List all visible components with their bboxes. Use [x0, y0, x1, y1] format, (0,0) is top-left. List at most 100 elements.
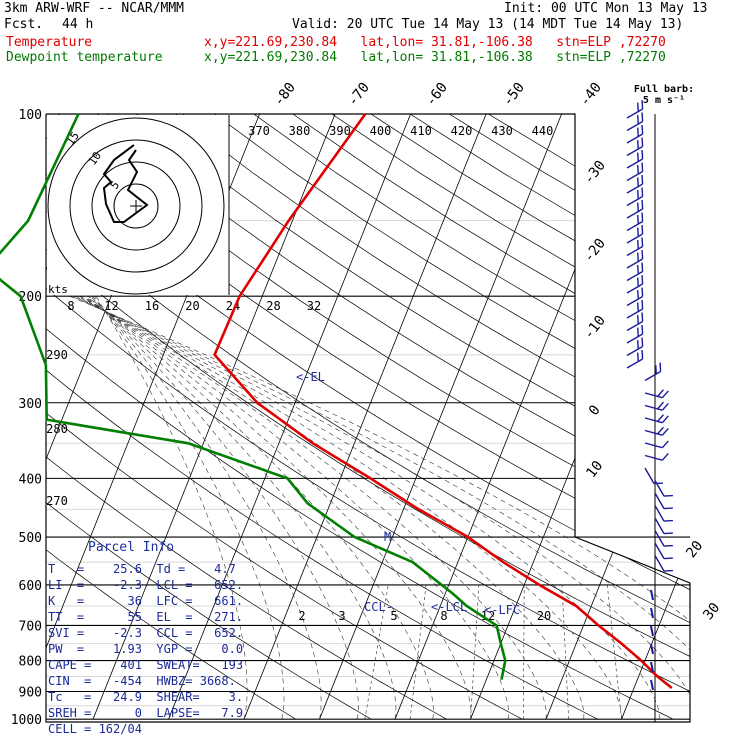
wind-barb-calm: [650, 661, 654, 673]
wind-barb: [644, 389, 669, 399]
sounding-annotation: CCL-: [364, 600, 393, 614]
isotherm-label: 10: [583, 458, 606, 481]
sounding-annotation: <-LCL: [431, 600, 467, 614]
isotherm-label: -30: [581, 158, 609, 188]
wind-barb: [626, 337, 644, 357]
wind-barb-calm: [650, 625, 654, 637]
dry-adiabat: [136, 114, 690, 720]
wind-barb: [626, 162, 644, 182]
dry-adiabat: [331, 114, 690, 720]
mixing-ratio-line: [364, 584, 389, 720]
isotherm-line: [319, 114, 562, 720]
wind-barb: [654, 480, 673, 497]
dry-adiabat: [46, 114, 690, 720]
parcel-info-row: T = 25.6 Td = 4.7: [48, 562, 236, 576]
forecast-label: Fcst.: [4, 17, 44, 32]
isotherm-label: 0: [586, 402, 604, 418]
wind-speed-label: 16: [145, 299, 159, 313]
moist-adiabat: [80, 295, 547, 720]
wind-barb: [644, 362, 662, 382]
theta-side-label: 270: [46, 494, 68, 508]
parcel-info-row: CAPE = 401 SWEAT= 193: [48, 658, 244, 672]
dewpoint-location: x,y=221.69,230.84 lat,lon= 31.81,-106.38…: [204, 50, 666, 65]
isotherm-label: -40: [577, 80, 605, 110]
parcel-info-row: SREH = 0 LAPSE= 7.9: [48, 706, 244, 720]
moist-adiabat: [84, 295, 472, 720]
hodograph-ring: [69, 139, 203, 273]
wind-barb: [644, 426, 669, 436]
hodograph-ring: [91, 161, 181, 251]
isotherm-label: -20: [581, 236, 609, 266]
isotherm-label: -80: [271, 80, 299, 110]
theta-side-label: 280: [46, 422, 68, 436]
wind-barb: [654, 492, 673, 510]
wind-barb: [626, 100, 644, 119]
isotherm-line: [470, 114, 690, 720]
parcel-info-table: T = 25.6 Td = 4.7 LI = -2.3 LCL = 652. K =…: [48, 561, 243, 737]
mixing-ratio-line: [561, 584, 570, 720]
mixing-ratio-label: 12: [481, 609, 495, 623]
theta-label: 440: [532, 124, 554, 138]
dry-adiabat: [46, 114, 296, 720]
wind-barb: [626, 187, 644, 207]
theta-label: 430: [491, 124, 513, 138]
hodograph-ring: [113, 183, 159, 229]
parcel-info-row: PW = 1.93 YGP = 0.0: [48, 642, 244, 656]
pressure-tick-label: 300: [19, 397, 42, 412]
parcel-info-row: SVI = -2.3 CCL = 652.: [48, 626, 244, 640]
wind-barb: [626, 200, 644, 219]
dry-adiabat: [46, 114, 674, 720]
pressure-tick-label: 600: [19, 579, 42, 594]
dry-adiabat: [46, 114, 523, 720]
dry-adiabat: [46, 114, 690, 720]
dry-adiabat: [175, 114, 690, 720]
wind-barb: [626, 312, 644, 332]
wind-barb: [626, 275, 644, 294]
dry-adiabat: [46, 114, 372, 720]
sounding-curves: <-EL M CCL- <-LCL <-LFC: [0, 113, 673, 690]
theta-label: 390: [329, 124, 351, 138]
wind-speed-label: 32: [307, 299, 321, 313]
wind-barb: [626, 350, 644, 369]
parcel-info-row: K = 36 LFC = 661.: [48, 594, 244, 608]
isotherm-line: [697, 114, 740, 719]
theta-label: 410: [410, 124, 432, 138]
hodograph-trace: [102, 144, 149, 223]
mixing-ratio-line: [523, 584, 525, 720]
pressure-tick-label: 100: [19, 108, 42, 123]
wind-barb: [654, 530, 673, 547]
mixing-ratio-label: 8: [440, 609, 447, 623]
wind-barb: [626, 250, 644, 269]
dry-adiabat: [488, 114, 690, 720]
sounding-annotation: <-EL: [296, 370, 325, 384]
dry-adiabat: [96, 114, 690, 720]
dry-adiabat: [46, 114, 690, 720]
parcel-info-row: Tc = 24.9 SHEAR= 3.: [48, 690, 244, 704]
wind-speed-label: 20: [185, 299, 199, 313]
parcel-info-row: CELL = 162/04: [48, 722, 142, 736]
wind-barb: [644, 453, 669, 461]
isotherm-label: -60: [423, 80, 451, 110]
isotherm-line: [621, 114, 690, 720]
mixing-ratio-label: 20: [537, 609, 551, 623]
parcel-info-row: LI = -2.3 LCL = 652.: [48, 578, 244, 592]
mixing-ratio-label: 3: [338, 609, 345, 623]
wind-barb: [626, 287, 644, 307]
dry-adiabat: [57, 114, 690, 720]
wind-barb-calm: [650, 643, 654, 655]
wind-barb: [644, 414, 669, 424]
wind-barb: [644, 467, 663, 485]
isotherm-label: -70: [345, 80, 373, 110]
temperature-location: x,y=221.69,230.84 lat,lon= 31.81,-106.38…: [204, 35, 666, 50]
moist-adiabat: [71, 295, 690, 720]
parcel-info-row: CIN = -454 HWBZ= 3668.: [48, 674, 236, 688]
theta-side-label: 290: [46, 348, 68, 362]
forecast-hour: 44 h: [62, 17, 94, 32]
pressure-tick-label: 700: [19, 619, 42, 634]
wind-barb: [654, 555, 673, 572]
wind-barb: [654, 517, 673, 535]
mixing-ratio-line: [606, 584, 622, 720]
dewpoint-legend: Dewpoint temperature: [6, 50, 163, 65]
